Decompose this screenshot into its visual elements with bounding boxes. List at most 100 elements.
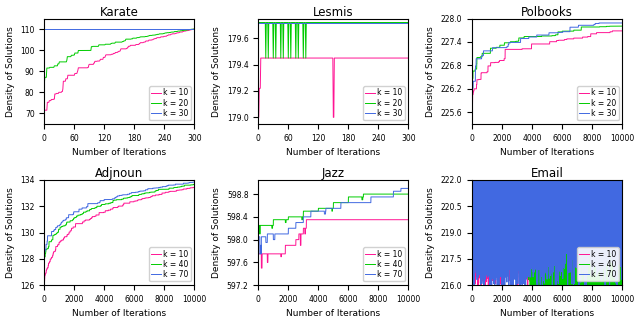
k = 10 xyxy=(49,251,57,255)
k = 20 xyxy=(346,20,354,24)
k = 10 xyxy=(468,106,476,110)
k = 40 xyxy=(47,240,54,244)
k = 10 xyxy=(397,218,404,222)
k = 40 xyxy=(41,255,49,259)
k = 10 xyxy=(255,115,262,119)
k = 40 xyxy=(469,197,477,201)
k = 10 xyxy=(468,237,476,241)
Title: Polbooks: Polbooks xyxy=(522,6,573,18)
k = 10 xyxy=(284,243,292,247)
Legend: k = 10, k = 40, k = 70: k = 10, k = 40, k = 70 xyxy=(363,248,404,281)
k = 70 xyxy=(548,110,556,113)
Title: Karate: Karate xyxy=(100,6,139,18)
k = 70 xyxy=(49,230,57,234)
k = 20 xyxy=(255,20,262,24)
k = 40 xyxy=(49,233,57,237)
k = 10 xyxy=(469,93,477,97)
k = 10 xyxy=(255,252,263,256)
k = 30 xyxy=(132,27,140,31)
X-axis label: Number of Iterations: Number of Iterations xyxy=(72,148,166,157)
k = 30 xyxy=(176,27,184,31)
k = 10 xyxy=(191,185,198,189)
Legend: k = 10, k = 20, k = 30: k = 10, k = 20, k = 30 xyxy=(577,86,618,120)
k = 10 xyxy=(114,205,122,209)
k = 70 xyxy=(256,252,264,256)
Line: k = 70: k = 70 xyxy=(472,111,622,324)
k = 70 xyxy=(70,210,77,214)
k = 10 xyxy=(541,217,549,221)
Line: k = 20: k = 20 xyxy=(472,26,622,109)
Line: k = 70: k = 70 xyxy=(44,182,195,257)
k = 30 xyxy=(40,27,48,31)
k = 30 xyxy=(255,20,262,24)
k = 10 xyxy=(498,216,506,220)
Line: k = 20: k = 20 xyxy=(259,22,408,58)
k = 20 xyxy=(477,55,485,59)
k = 20 xyxy=(344,20,351,24)
k = 30 xyxy=(595,21,603,25)
k = 30 xyxy=(344,20,351,24)
k = 40 xyxy=(618,254,626,258)
Title: Adjnoun: Adjnoun xyxy=(95,167,143,180)
k = 30 xyxy=(404,20,412,24)
k = 10 xyxy=(618,29,626,33)
Line: k = 10: k = 10 xyxy=(472,31,622,108)
k = 70 xyxy=(40,255,48,259)
k = 30 xyxy=(255,20,262,24)
k = 30 xyxy=(618,21,626,25)
k = 10 xyxy=(614,122,622,125)
k = 10 xyxy=(189,185,197,189)
Title: Jazz: Jazz xyxy=(322,167,345,180)
k = 30 xyxy=(41,27,49,31)
k = 30 xyxy=(343,20,351,24)
k = 10 xyxy=(40,280,48,284)
k = 70 xyxy=(475,210,483,214)
k = 10 xyxy=(404,56,412,60)
Line: k = 40: k = 40 xyxy=(259,194,408,234)
Legend: k = 10, k = 40, k = 70: k = 10, k = 40, k = 70 xyxy=(149,248,191,281)
k = 70 xyxy=(468,266,476,270)
k = 40 xyxy=(328,206,335,210)
Line: k = 70: k = 70 xyxy=(259,188,408,254)
k = 70 xyxy=(498,210,506,214)
k = 10 xyxy=(611,29,618,33)
k = 40 xyxy=(360,192,367,196)
k = 70 xyxy=(255,235,262,239)
k = 10 xyxy=(611,181,618,185)
k = 10 xyxy=(129,43,137,47)
X-axis label: Number of Iterations: Number of Iterations xyxy=(286,309,380,318)
X-axis label: Number of Iterations: Number of Iterations xyxy=(500,309,595,318)
Title: Email: Email xyxy=(531,167,564,180)
k = 10 xyxy=(190,27,198,31)
k = 70 xyxy=(182,181,190,185)
k = 10 xyxy=(618,205,626,209)
Line: k = 40: k = 40 xyxy=(472,137,622,324)
k = 40 xyxy=(475,181,483,185)
k = 40 xyxy=(191,182,198,186)
k = 10 xyxy=(609,29,616,33)
k = 10 xyxy=(41,108,49,112)
k = 10 xyxy=(346,56,354,60)
k = 10 xyxy=(469,201,477,204)
k = 10 xyxy=(477,219,485,223)
k = 20 xyxy=(468,107,476,111)
Y-axis label: Density of Solutions: Density of Solutions xyxy=(426,26,435,117)
k = 40 xyxy=(493,135,501,139)
Y-axis label: Density of Solutions: Density of Solutions xyxy=(212,187,221,278)
k = 70 xyxy=(47,234,54,238)
k = 40 xyxy=(611,254,618,258)
k = 10 xyxy=(381,56,388,60)
k = 10 xyxy=(182,187,190,191)
k = 20 xyxy=(615,24,623,28)
k = 40 xyxy=(182,183,190,187)
k = 20 xyxy=(129,36,137,40)
k = 70 xyxy=(255,235,263,239)
k = 70 xyxy=(41,248,49,252)
k = 30 xyxy=(477,57,485,61)
k = 30 xyxy=(346,20,354,24)
k = 30 xyxy=(468,126,476,130)
k = 40 xyxy=(189,182,197,186)
Legend: k = 10, k = 20, k = 30: k = 10, k = 20, k = 30 xyxy=(363,86,404,120)
k = 20 xyxy=(404,20,412,24)
k = 40 xyxy=(404,192,412,196)
